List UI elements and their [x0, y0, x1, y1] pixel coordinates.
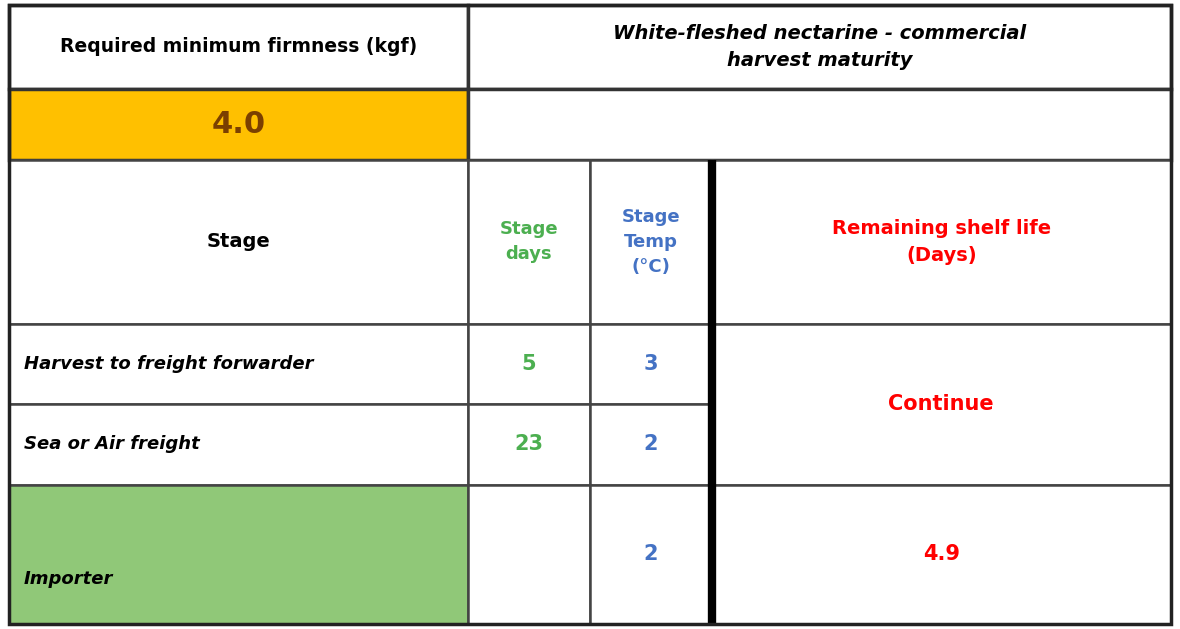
Bar — [9, 160, 468, 324]
Bar — [468, 160, 590, 324]
Bar — [590, 324, 712, 404]
Text: 23: 23 — [514, 435, 544, 455]
Text: 2: 2 — [644, 435, 658, 455]
Text: 3: 3 — [644, 354, 658, 374]
Text: 4.0: 4.0 — [211, 109, 266, 138]
Bar — [9, 404, 468, 485]
Text: 4.9: 4.9 — [923, 544, 959, 564]
Bar — [590, 404, 712, 485]
Bar — [590, 160, 712, 324]
Text: Importer: Importer — [24, 571, 113, 589]
Bar — [468, 324, 590, 404]
Bar — [468, 5, 1171, 89]
Text: Remaining shelf life
(Days): Remaining shelf life (Days) — [832, 219, 1051, 265]
Bar — [590, 485, 712, 624]
Bar — [468, 404, 590, 485]
Text: Harvest to freight forwarder: Harvest to freight forwarder — [24, 355, 313, 373]
Text: Stage: Stage — [206, 232, 270, 251]
Text: Required minimum firmness (kgf): Required minimum firmness (kgf) — [60, 37, 418, 57]
Text: White-fleshed nectarine - commercial
harvest maturity: White-fleshed nectarine - commercial har… — [612, 24, 1025, 70]
Bar — [9, 89, 468, 160]
Bar — [712, 324, 1171, 485]
Bar — [468, 485, 590, 624]
Text: Stage
days: Stage days — [499, 220, 558, 264]
Text: Stage
Temp
(°C): Stage Temp (°C) — [622, 208, 681, 276]
Bar — [9, 324, 468, 404]
Text: Continue: Continue — [889, 394, 994, 415]
Bar — [9, 485, 468, 624]
Bar — [712, 160, 1171, 324]
Text: 5: 5 — [522, 354, 537, 374]
Bar — [712, 485, 1171, 624]
Text: Sea or Air freight: Sea or Air freight — [24, 435, 199, 454]
Bar — [468, 89, 1171, 160]
Bar — [9, 5, 468, 89]
Text: 2: 2 — [644, 544, 658, 564]
